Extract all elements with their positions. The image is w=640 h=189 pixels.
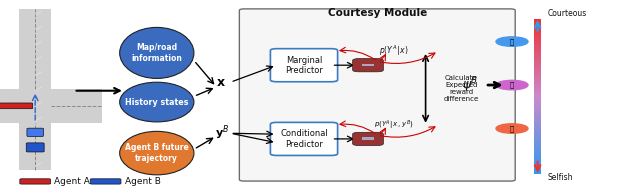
- Text: History states: History states: [125, 98, 189, 107]
- Text: $\psi^B$: $\psi^B$: [462, 75, 479, 95]
- Text: Courtesy Module: Courtesy Module: [328, 8, 428, 18]
- Text: $\mathbf{y}^B$: $\mathbf{y}^B$: [215, 123, 229, 142]
- Bar: [19, 9, 51, 170]
- Circle shape: [496, 80, 528, 90]
- Bar: [362, 137, 374, 140]
- FancyBboxPatch shape: [26, 143, 44, 152]
- Text: $p(Y^A|\,x,\,y^B)$: $p(Y^A|\,x,\,y^B)$: [374, 119, 413, 132]
- Text: Map/road
information: Map/road information: [131, 43, 182, 63]
- Ellipse shape: [120, 82, 194, 122]
- Ellipse shape: [120, 131, 194, 175]
- Text: Agent B: Agent B: [125, 177, 161, 186]
- Circle shape: [496, 124, 528, 133]
- Text: Courteous: Courteous: [547, 9, 586, 18]
- FancyBboxPatch shape: [27, 128, 44, 136]
- FancyBboxPatch shape: [270, 49, 338, 82]
- Text: $\mathbf{x}$: $\mathbf{x}$: [216, 76, 226, 89]
- Text: 🚗: 🚗: [510, 82, 514, 88]
- Text: 🚗: 🚗: [510, 125, 514, 132]
- FancyBboxPatch shape: [353, 132, 383, 146]
- Text: Calculate
Expected
reward
difference: Calculate Expected reward difference: [444, 75, 479, 102]
- Text: Selfish: Selfish: [547, 173, 573, 182]
- Text: Marginal
Predictor: Marginal Predictor: [285, 56, 323, 75]
- Text: Agent B future
trajectory: Agent B future trajectory: [125, 143, 189, 163]
- Bar: [362, 64, 374, 66]
- Text: Conditional
Predictor: Conditional Predictor: [280, 129, 328, 149]
- FancyBboxPatch shape: [353, 59, 383, 72]
- FancyBboxPatch shape: [270, 122, 338, 155]
- Circle shape: [496, 37, 528, 46]
- Text: Agent A: Agent A: [54, 177, 90, 186]
- FancyBboxPatch shape: [0, 103, 33, 109]
- FancyBboxPatch shape: [90, 179, 121, 184]
- Text: $p(Y^A|\,x)$: $p(Y^A|\,x)$: [379, 44, 408, 58]
- FancyBboxPatch shape: [239, 9, 515, 181]
- Ellipse shape: [120, 27, 194, 78]
- FancyBboxPatch shape: [20, 179, 51, 184]
- Bar: [0, 89, 102, 123]
- Text: 🚗: 🚗: [510, 38, 514, 45]
